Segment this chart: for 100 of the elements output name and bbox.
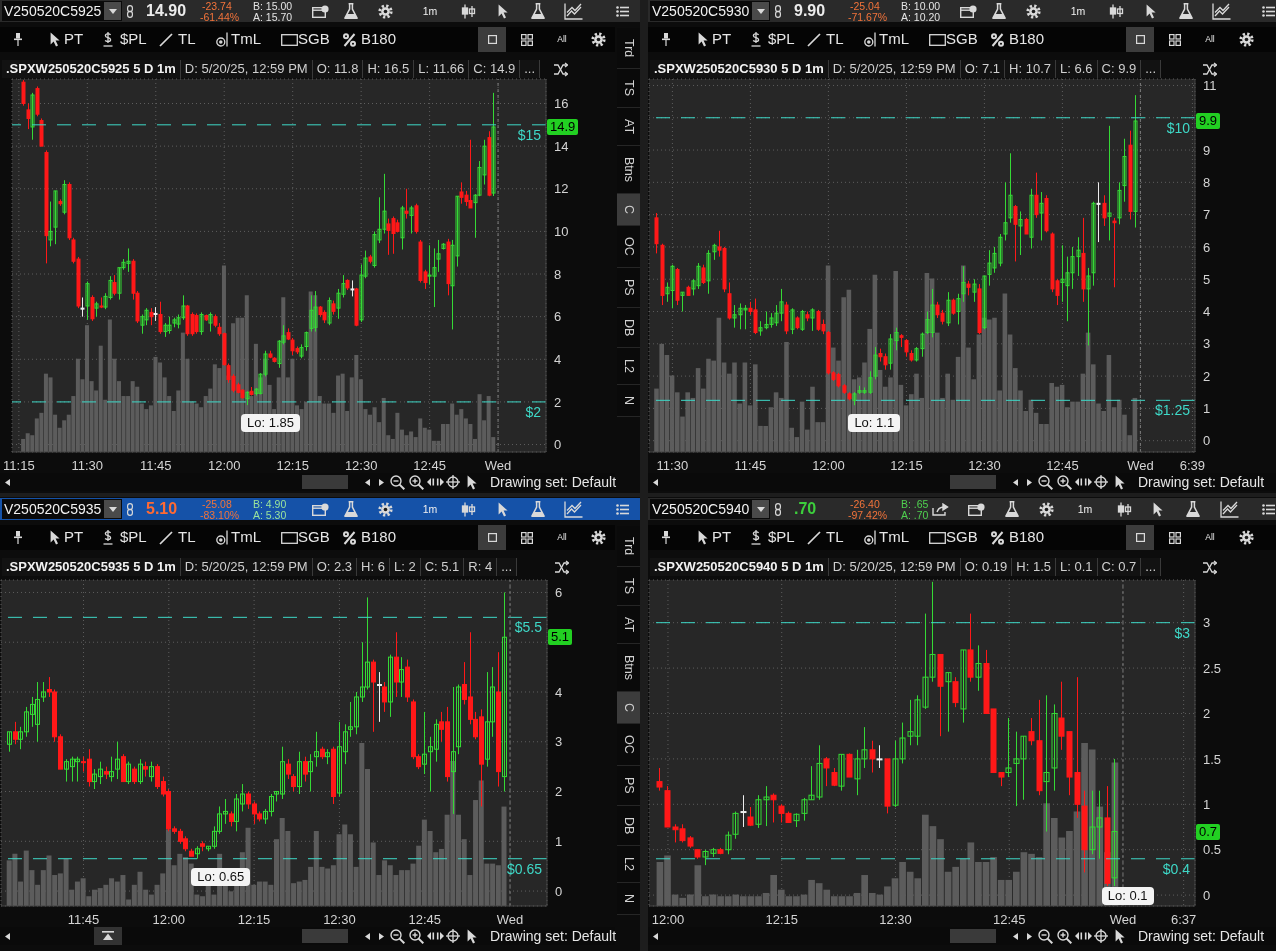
text: 1m xyxy=(1077,503,1093,515)
text: N xyxy=(621,396,636,406)
x-tick-label: 11:45 xyxy=(139,458,172,473)
candlestick xyxy=(313,290,318,333)
y-tick-label: 3 xyxy=(1203,336,1211,352)
text: V250520C5935 xyxy=(4,501,102,517)
candlestick xyxy=(1029,188,1034,250)
text: Drawing set: Default xyxy=(1138,474,1265,490)
text: -83.10% xyxy=(200,509,240,521)
text: B: 10.00 xyxy=(901,0,941,12)
x-tick-label: 11:45 xyxy=(734,458,767,473)
candlestick xyxy=(1051,703,1058,792)
text: ... xyxy=(1141,60,1162,78)
text: TS xyxy=(621,578,636,595)
candlestick xyxy=(975,644,982,692)
text: PT xyxy=(64,30,84,47)
ref-line-label: $5.5 xyxy=(514,619,543,636)
text: Btns xyxy=(621,655,636,681)
text: L: 2 xyxy=(389,558,421,576)
text: All xyxy=(1205,34,1215,44)
candlestick xyxy=(1034,172,1039,219)
x-tick-label: 12:00 xyxy=(152,912,186,927)
candlestick xyxy=(1008,152,1013,224)
text: D: 5/20/25, 12:59 PM xyxy=(828,60,961,78)
candlestick xyxy=(946,291,951,327)
text: L: 6.6 xyxy=(1056,60,1098,78)
candlestick xyxy=(502,591,507,793)
chart-title: .SPXW250520C5925 5 D 1m xyxy=(2,60,181,78)
x-tick-label: 6:37 xyxy=(1170,912,1197,927)
annotation: 9.9 xyxy=(1196,112,1221,129)
text: -61.44% xyxy=(200,11,240,23)
candlestick xyxy=(115,741,120,780)
text: B: .65 xyxy=(901,498,929,510)
candlestick xyxy=(109,756,114,783)
candlestick xyxy=(297,751,302,795)
text: TmL xyxy=(879,30,909,47)
text: D: 5/20/25, 12:59 PM xyxy=(828,558,961,576)
text: C xyxy=(621,703,636,713)
x-tick-label: 12:00 xyxy=(207,458,241,473)
y-tick-label: 6 xyxy=(1203,239,1211,255)
candlestick xyxy=(846,752,853,778)
text: A: 15.70 xyxy=(253,11,293,23)
text: $PL xyxy=(120,30,147,47)
candlestick xyxy=(377,671,382,723)
candlestick xyxy=(48,201,53,247)
x-tick-label: 12:45 xyxy=(408,912,441,927)
text: V250520C5930 xyxy=(652,3,750,19)
y-tick-label: 3 xyxy=(555,734,563,750)
y-tick-label: 9 xyxy=(1203,142,1211,158)
candlestick xyxy=(725,831,732,855)
candlestick xyxy=(960,649,967,724)
text: B180 xyxy=(361,30,397,47)
y-tick-label: 2 xyxy=(1203,706,1211,722)
text: Drawing set: Default xyxy=(490,474,617,490)
candlestick xyxy=(823,756,830,787)
candlestick xyxy=(810,307,815,332)
text: L: 0.1 xyxy=(1056,558,1098,576)
x-tick-label: Wed xyxy=(496,912,524,927)
candlestick xyxy=(409,205,414,235)
ref-line-label: $0.4 xyxy=(1162,860,1191,877)
candlestick xyxy=(194,312,199,335)
text: D: 5/20/25, 12:59 PM xyxy=(180,60,313,78)
text: AT xyxy=(621,119,636,135)
x-tick-label: 12:15 xyxy=(765,912,798,927)
annotation: 5.1 xyxy=(548,629,573,646)
x-tick-label: 11:45 xyxy=(67,912,100,927)
text: C: 5.1 xyxy=(420,558,465,576)
y-tick-label: 0.5 xyxy=(1203,842,1222,858)
x-tick-label: 6:39 xyxy=(1179,458,1206,473)
candlestick xyxy=(869,740,876,774)
text: TmL xyxy=(879,528,909,545)
x-tick-label: 12:00 xyxy=(651,912,685,927)
ref-line-label: $10 xyxy=(1166,119,1191,136)
candlestick xyxy=(1039,191,1044,241)
x-tick-label: 12:45 xyxy=(992,912,1026,927)
x-tick-label: 11:30 xyxy=(71,458,104,473)
candlestick xyxy=(956,293,961,325)
y-tick-label: 3 xyxy=(1203,615,1211,631)
candlestick xyxy=(314,731,319,768)
text: Drawing set: Default xyxy=(490,928,617,944)
candlestick xyxy=(706,249,711,295)
text: C: 9.9 xyxy=(1097,60,1142,78)
candlestick xyxy=(701,264,706,285)
candlestick xyxy=(126,761,131,785)
text: ... xyxy=(1141,558,1162,576)
candlestick xyxy=(13,721,18,745)
ref-line-label: $15 xyxy=(517,126,542,143)
x-tick-label: 12:45 xyxy=(413,458,446,473)
x-tick-label: 12:15 xyxy=(276,458,309,473)
text: TL xyxy=(826,528,844,545)
candlestick xyxy=(400,205,405,251)
candlestick xyxy=(740,794,747,828)
y-tick-label: 8 xyxy=(554,266,562,282)
candlestick xyxy=(800,309,805,332)
y-tick-label: 5 xyxy=(1203,271,1211,287)
candlestick xyxy=(80,296,85,318)
text: C xyxy=(621,205,636,215)
text: C: 14.9 xyxy=(469,60,521,78)
candlestick xyxy=(1018,210,1023,256)
y-tick-label: 14 xyxy=(554,138,569,154)
